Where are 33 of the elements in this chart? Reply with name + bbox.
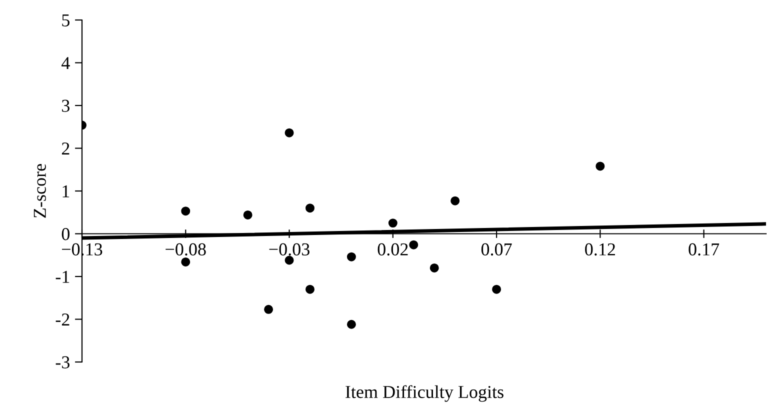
- x-axis-title: Item Difficulty Logits: [346, 385, 504, 402]
- point: [284, 256, 294, 265]
- y-tick-label: 1: [62, 185, 70, 198]
- y-tick-label: 3: [62, 100, 70, 112]
- y-tick-label: -1: [56, 270, 70, 283]
- point: [284, 128, 294, 138]
- point: [346, 252, 356, 262]
- point: [181, 206, 190, 216]
- point: [243, 210, 252, 220]
- y-axis-title: Z-score: [34, 164, 46, 218]
- point: [596, 162, 605, 171]
- y-tick-label: 2: [62, 142, 70, 155]
- y-tick-label: 4: [62, 57, 70, 70]
- point: [388, 218, 398, 228]
- point: [409, 240, 418, 250]
- point: [264, 304, 274, 314]
- x-tick-label: 0.02: [378, 243, 408, 256]
- x-tick-label: −0.08: [166, 243, 206, 256]
- point: [306, 204, 314, 213]
- point: [306, 284, 314, 294]
- point: [181, 257, 190, 266]
- x-tick-label: 0.17: [688, 243, 720, 256]
- y-tick-label: 0: [62, 228, 70, 240]
- y-tick-label: -3: [56, 356, 70, 368]
- x-tick-label: 0.12: [585, 243, 615, 256]
- point: [450, 196, 460, 206]
- y-tick-label: -2: [56, 314, 70, 326]
- point: [492, 284, 502, 294]
- x-tick-label: −0.03: [269, 243, 310, 256]
- x-tick-label: 0.07: [481, 243, 512, 256]
- y-tick-label: 5: [62, 14, 70, 26]
- point: [430, 263, 439, 272]
- point: [346, 320, 356, 329]
